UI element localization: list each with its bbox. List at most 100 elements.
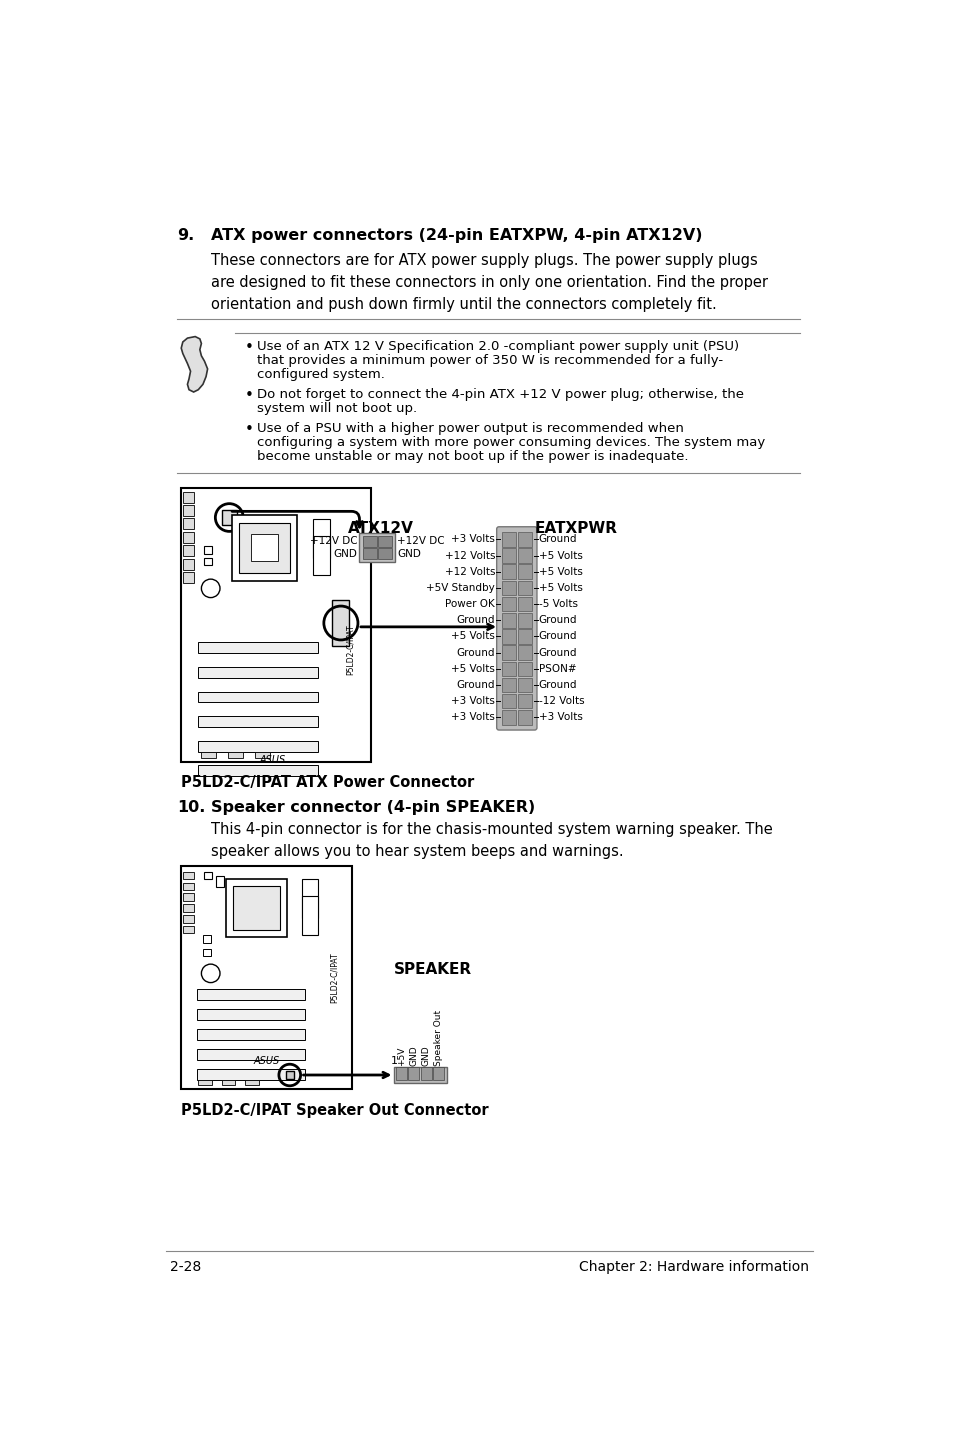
Text: GND: GND	[397, 549, 421, 559]
Text: ATX12V: ATX12V	[348, 521, 414, 535]
Bar	[286, 1071, 294, 1078]
Bar	[183, 893, 193, 902]
Bar	[377, 548, 392, 559]
Bar	[233, 886, 279, 930]
Bar	[501, 532, 516, 546]
Text: +12V DC: +12V DC	[309, 536, 356, 546]
Bar	[517, 548, 531, 562]
Text: Use of a PSU with a higher power output is recommended when: Use of a PSU with a higher power output …	[257, 421, 683, 436]
Text: 1: 1	[390, 1055, 397, 1066]
Bar	[198, 716, 318, 728]
Bar	[517, 695, 531, 709]
Text: +5V: +5V	[396, 1047, 405, 1066]
Text: GND: GND	[409, 1045, 417, 1066]
Text: •: •	[245, 421, 253, 437]
Bar	[200, 752, 216, 758]
Bar	[517, 646, 531, 660]
Bar	[198, 1080, 212, 1086]
Text: +5V Standby: +5V Standby	[426, 582, 495, 592]
Bar	[332, 600, 349, 646]
Text: +5 Volts: +5 Volts	[537, 567, 581, 577]
Bar	[183, 572, 193, 582]
Bar	[183, 883, 193, 890]
Bar	[198, 741, 318, 752]
Text: +5 Volts: +5 Volts	[537, 582, 581, 592]
Bar	[196, 1068, 305, 1080]
Bar	[395, 1067, 406, 1080]
Bar	[196, 1048, 305, 1060]
Text: •: •	[245, 388, 253, 403]
Text: P5LD2-C/IPAT: P5LD2-C/IPAT	[330, 952, 339, 1002]
Text: P5LD2-C/IPAT Speaker Out Connector: P5LD2-C/IPAT Speaker Out Connector	[181, 1103, 488, 1117]
Text: +12 Volts: +12 Volts	[444, 567, 495, 577]
Bar	[394, 1067, 447, 1083]
Bar	[501, 710, 516, 725]
Text: ATX power connectors (24-pin EATXPW, 4-pin ATX12V): ATX power connectors (24-pin EATXPW, 4-p…	[211, 229, 701, 243]
Bar	[228, 752, 243, 758]
Bar	[501, 597, 516, 611]
Text: become unstable or may not boot up if the power is inadequate.: become unstable or may not boot up if th…	[257, 450, 688, 463]
Bar	[183, 905, 193, 912]
Bar	[232, 515, 297, 581]
Text: Speaker connector (4-pin SPEAKER): Speaker connector (4-pin SPEAKER)	[211, 800, 535, 815]
Bar	[216, 876, 224, 887]
Bar	[302, 896, 317, 935]
Bar	[203, 949, 211, 956]
Bar	[501, 661, 516, 676]
Text: These connectors are for ATX power supply plugs. The power supply plugs
are desi: These connectors are for ATX power suppl…	[211, 253, 767, 312]
Text: +12 Volts: +12 Volts	[444, 551, 495, 561]
Text: SPEAKER: SPEAKER	[394, 962, 472, 976]
Bar	[420, 1067, 431, 1080]
Bar	[517, 630, 531, 644]
Bar	[183, 871, 193, 880]
Bar	[183, 518, 193, 529]
Bar	[501, 646, 516, 660]
Bar	[183, 915, 193, 923]
Bar	[501, 677, 516, 692]
Text: Ground: Ground	[537, 615, 577, 626]
Bar	[183, 559, 193, 569]
Bar	[501, 565, 516, 580]
Bar	[245, 1080, 258, 1086]
Text: system will not boot up.: system will not boot up.	[257, 403, 416, 416]
Bar	[203, 935, 211, 942]
Text: +3 Volts: +3 Volts	[537, 712, 581, 722]
Bar	[359, 533, 395, 562]
Text: ASUS: ASUS	[253, 1055, 279, 1066]
Bar	[313, 519, 330, 558]
Bar	[362, 536, 376, 546]
Bar	[517, 710, 531, 725]
Text: that provides a minimum power of 350 W is recommended for a fully-: that provides a minimum power of 350 W i…	[257, 354, 722, 367]
Bar	[198, 692, 318, 702]
Bar	[302, 880, 317, 917]
Bar	[377, 536, 392, 546]
Text: ASUS: ASUS	[259, 755, 286, 765]
Text: EATXPWR: EATXPWR	[535, 521, 618, 535]
Text: Speaker Out: Speaker Out	[434, 1009, 442, 1066]
Bar	[362, 548, 376, 559]
Bar	[196, 1009, 305, 1020]
FancyBboxPatch shape	[497, 526, 537, 731]
Bar	[183, 926, 193, 933]
Text: •: •	[245, 341, 253, 355]
Bar	[221, 510, 236, 525]
Bar	[196, 989, 305, 999]
Bar	[517, 597, 531, 611]
Text: +3 Volts: +3 Volts	[451, 712, 495, 722]
Text: +5 Volts: +5 Volts	[451, 631, 495, 641]
Bar	[501, 695, 516, 709]
Bar	[221, 1080, 235, 1086]
Bar	[517, 565, 531, 580]
Text: Ground: Ground	[456, 615, 495, 626]
Bar	[181, 866, 352, 1089]
Text: +5 Volts: +5 Volts	[451, 664, 495, 674]
Bar	[313, 536, 330, 575]
Bar	[183, 505, 193, 516]
Bar	[204, 871, 212, 880]
Text: Ground: Ground	[537, 647, 577, 657]
Text: Ground: Ground	[456, 680, 495, 690]
Bar	[239, 523, 290, 572]
Bar	[517, 532, 531, 546]
Text: +3 Volts: +3 Volts	[451, 535, 495, 545]
Text: -12 Volts: -12 Volts	[537, 696, 583, 706]
